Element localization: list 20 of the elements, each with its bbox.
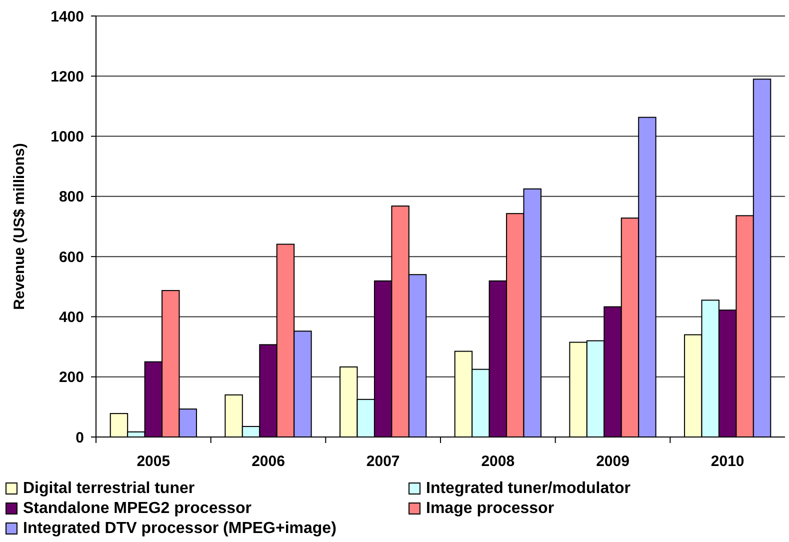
y-tick-label: 1400 [50,8,84,26]
x-tick-label: 2006 [252,453,285,470]
y-tick-label: 1000 [50,128,84,146]
y-tick-label: 800 [58,188,84,206]
y-tick-label: 200 [58,369,84,386]
x-tick-label: 2007 [366,453,400,470]
x-tick-label: 2008 [481,453,515,470]
legend-label: Integrated DTV processor (MPEG+image) [23,520,336,537]
y-tick-label: 1200 [50,68,84,86]
y-tick-label: 400 [58,308,84,326]
legend-label: Digital terrestrial tuner [23,480,195,497]
legend-label: Standalone MPEG2 processor [23,500,252,517]
y-axis-title: Revenue (US$ millions) [11,143,28,310]
y-tick-label: 600 [58,248,84,266]
x-tick-label: 2005 [136,453,170,470]
legend-label: Image processor [426,500,554,517]
x-tick-label: 2010 [710,453,744,470]
x-tick-label: 2009 [596,453,630,470]
legend-label: Integrated tuner/modulator [426,480,630,497]
y-tick-label: 0 [76,429,84,446]
